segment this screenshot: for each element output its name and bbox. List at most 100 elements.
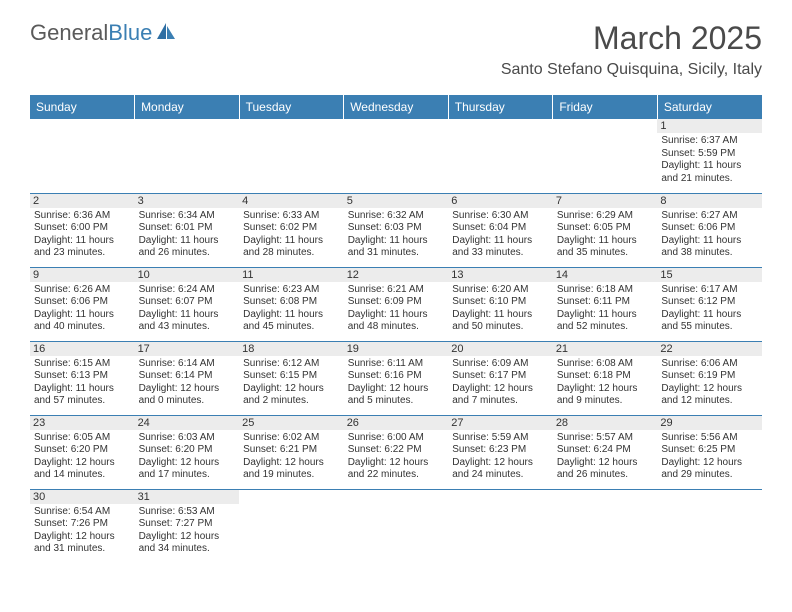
logo: GeneralBlue: [30, 20, 177, 46]
sunrise-line: Sunrise: 6:21 AM: [348, 284, 445, 297]
calendar-cell: 21Sunrise: 6:08 AMSunset: 6:18 PMDayligh…: [553, 341, 658, 415]
sunrise-line: Sunrise: 6:23 AM: [243, 284, 340, 297]
sunrise-line: Sunrise: 6:18 AM: [557, 284, 654, 297]
sunrise-line: Sunrise: 6:20 AM: [452, 284, 549, 297]
day-details: Sunrise: 5:56 AMSunset: 6:25 PMDaylight:…: [661, 432, 758, 482]
logo-text-a: General: [30, 20, 108, 46]
day-details: Sunrise: 6:27 AMSunset: 6:06 PMDaylight:…: [661, 210, 758, 260]
calendar-cell: [135, 119, 240, 193]
day-details: Sunrise: 6:33 AMSunset: 6:02 PMDaylight:…: [243, 210, 340, 260]
daylight-line: Daylight: 12 hours and 29 minutes.: [661, 457, 758, 482]
daylight-line: Daylight: 12 hours and 9 minutes.: [557, 383, 654, 408]
calendar-cell: 23Sunrise: 6:05 AMSunset: 6:20 PMDayligh…: [30, 415, 135, 489]
calendar-cell: 8 Sunrise: 6:27 AMSunset: 6:06 PMDaylight…: [657, 193, 762, 267]
calendar-cell: 27Sunrise: 5:59 AMSunset: 6:23 PMDayligh…: [448, 415, 553, 489]
sunset-line: Sunset: 5:59 PM: [661, 148, 758, 161]
sunrise-line: Sunrise: 6:30 AM: [452, 210, 549, 223]
sunset-line: Sunset: 6:11 PM: [557, 296, 654, 309]
calendar-cell: 14Sunrise: 6:18 AMSunset: 6:11 PMDayligh…: [553, 267, 658, 341]
sunrise-line: Sunrise: 6:15 AM: [34, 358, 131, 371]
day-details: Sunrise: 6:29 AMSunset: 6:05 PMDaylight:…: [557, 210, 654, 260]
day-details: Sunrise: 6:12 AMSunset: 6:15 PMDaylight:…: [243, 358, 340, 408]
calendar-table: SundayMondayTuesdayWednesdayThursdayFrid…: [30, 95, 762, 563]
calendar-cell: [344, 119, 449, 193]
calendar-cell: [344, 489, 449, 563]
sunset-line: Sunset: 6:24 PM: [557, 444, 654, 457]
day-number: 25: [239, 416, 344, 430]
sunrise-line: Sunrise: 6:53 AM: [139, 506, 236, 519]
daylight-line: Daylight: 11 hours and 33 minutes.: [452, 235, 549, 260]
calendar-cell: 30Sunrise: 6:54 AMSunset: 7:26 PMDayligh…: [30, 489, 135, 563]
day-details: Sunrise: 6:00 AMSunset: 6:22 PMDaylight:…: [348, 432, 445, 482]
sunset-line: Sunset: 6:13 PM: [34, 370, 131, 383]
calendar-cell: [448, 119, 553, 193]
calendar-cell: 2Sunrise: 6:36 AMSunset: 6:00 PMDaylight…: [30, 193, 135, 267]
calendar-cell: [30, 119, 135, 193]
day-header: Friday: [553, 95, 658, 119]
day-number: 29: [657, 416, 762, 430]
sunset-line: Sunset: 6:23 PM: [452, 444, 549, 457]
sunset-line: Sunset: 6:09 PM: [348, 296, 445, 309]
calendar-cell: 15Sunrise: 6:17 AMSunset: 6:12 PMDayligh…: [657, 267, 762, 341]
sunset-line: Sunset: 6:20 PM: [139, 444, 236, 457]
sunset-line: Sunset: 6:04 PM: [452, 222, 549, 235]
day-details: Sunrise: 6:37 AMSunset: 5:59 PMDaylight:…: [661, 135, 758, 185]
sunrise-line: Sunrise: 6:54 AM: [34, 506, 131, 519]
daylight-line: Daylight: 12 hours and 2 minutes.: [243, 383, 340, 408]
sunrise-line: Sunrise: 6:26 AM: [34, 284, 131, 297]
calendar-cell: 19Sunrise: 6:11 AMSunset: 6:16 PMDayligh…: [344, 341, 449, 415]
day-details: Sunrise: 6:18 AMSunset: 6:11 PMDaylight:…: [557, 284, 654, 334]
day-header: Sunday: [30, 95, 135, 119]
day-details: Sunrise: 6:30 AMSunset: 6:04 PMDaylight:…: [452, 210, 549, 260]
sunset-line: Sunset: 6:08 PM: [243, 296, 340, 309]
sunrise-line: Sunrise: 6:09 AM: [452, 358, 549, 371]
day-details: Sunrise: 6:34 AMSunset: 6:01 PMDaylight:…: [139, 210, 236, 260]
day-details: Sunrise: 6:08 AMSunset: 6:18 PMDaylight:…: [557, 358, 654, 408]
sunrise-line: Sunrise: 6:24 AM: [139, 284, 236, 297]
day-number: 8: [657, 194, 762, 208]
day-number: 13: [448, 268, 553, 282]
day-details: Sunrise: 6:09 AMSunset: 6:17 PMDaylight:…: [452, 358, 549, 408]
daylight-line: Daylight: 11 hours and 52 minutes.: [557, 309, 654, 334]
day-number: 18: [239, 342, 344, 356]
calendar-cell: 4 Sunrise: 6:33 AMSunset: 6:02 PMDaylight…: [239, 193, 344, 267]
day-number: 17: [135, 342, 240, 356]
calendar-cell: 16Sunrise: 6:15 AMSunset: 6:13 PMDayligh…: [30, 341, 135, 415]
daylight-line: Daylight: 11 hours and 45 minutes.: [243, 309, 340, 334]
day-header: Wednesday: [344, 95, 449, 119]
sunrise-line: Sunrise: 5:57 AM: [557, 432, 654, 445]
daylight-line: Daylight: 11 hours and 28 minutes.: [243, 235, 340, 260]
calendar-cell: [239, 489, 344, 563]
calendar-cell: 25Sunrise: 6:02 AMSunset: 6:21 PMDayligh…: [239, 415, 344, 489]
calendar-cell: [448, 489, 553, 563]
sunrise-line: Sunrise: 6:00 AM: [348, 432, 445, 445]
calendar-cell: 17Sunrise: 6:14 AMSunset: 6:14 PMDayligh…: [135, 341, 240, 415]
calendar-row: 1Sunrise: 6:37 AMSunset: 5:59 PMDaylight…: [30, 119, 762, 193]
calendar-cell: 12Sunrise: 6:21 AMSunset: 6:09 PMDayligh…: [344, 267, 449, 341]
calendar-row: 16Sunrise: 6:15 AMSunset: 6:13 PMDayligh…: [30, 341, 762, 415]
calendar-cell: 5Sunrise: 6:32 AMSunset: 6:03 PMDaylight…: [344, 193, 449, 267]
daylight-line: Daylight: 11 hours and 57 minutes.: [34, 383, 131, 408]
daylight-line: Daylight: 11 hours and 31 minutes.: [348, 235, 445, 260]
calendar-cell: 18 Sunrise: 6:12 AMSunset: 6:15 PMDayligh…: [239, 341, 344, 415]
sunrise-line: Sunrise: 6:03 AM: [139, 432, 236, 445]
day-details: Sunrise: 6:53 AMSunset: 7:27 PMDaylight:…: [139, 506, 236, 556]
day-header: Saturday: [657, 95, 762, 119]
sunset-line: Sunset: 6:06 PM: [661, 222, 758, 235]
calendar-cell: [239, 119, 344, 193]
day-details: Sunrise: 6:03 AMSunset: 6:20 PMDaylight:…: [139, 432, 236, 482]
sunrise-line: Sunrise: 6:05 AM: [34, 432, 131, 445]
day-number: 4: [239, 194, 344, 208]
day-details: Sunrise: 6:54 AMSunset: 7:26 PMDaylight:…: [34, 506, 131, 556]
calendar-cell: [553, 489, 658, 563]
calendar-cell: 22Sunrise: 6:06 AMSunset: 6:19 PMDayligh…: [657, 341, 762, 415]
day-number: 2: [30, 194, 135, 208]
day-number: 12: [344, 268, 449, 282]
calendar-body: 1Sunrise: 6:37 AMSunset: 5:59 PMDaylight…: [30, 119, 762, 563]
sunrise-line: Sunrise: 6:17 AM: [661, 284, 758, 297]
sunset-line: Sunset: 6:20 PM: [34, 444, 131, 457]
sunrise-line: Sunrise: 6:32 AM: [348, 210, 445, 223]
sunrise-line: Sunrise: 6:34 AM: [139, 210, 236, 223]
day-number: 27: [448, 416, 553, 430]
sunset-line: Sunset: 6:10 PM: [452, 296, 549, 309]
